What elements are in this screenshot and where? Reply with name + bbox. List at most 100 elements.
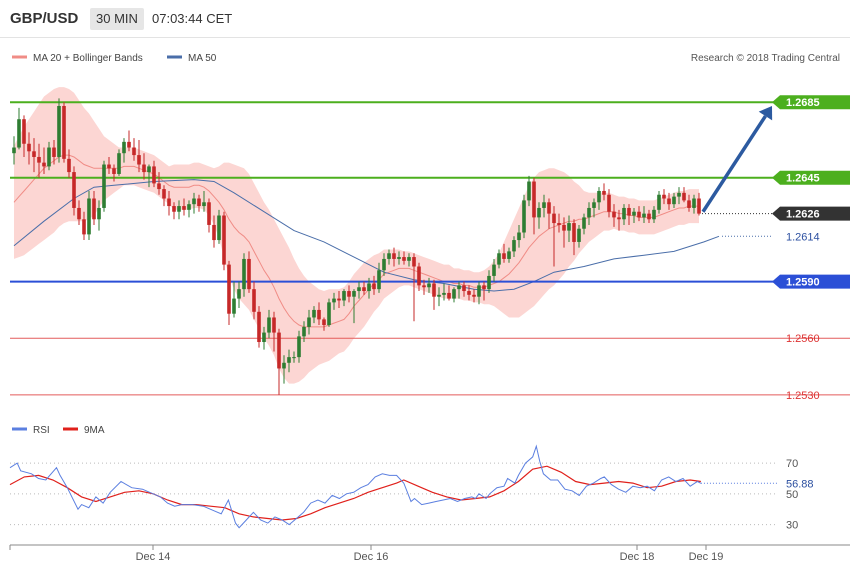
- candle-body: [627, 207, 631, 216]
- candle-body: [427, 283, 431, 288]
- rsi-tick-label: 70: [786, 458, 798, 470]
- candle-body: [27, 143, 31, 152]
- candle-body: [612, 211, 616, 218]
- candle-body: [142, 164, 146, 173]
- rsi-panel: 30 50 70 56.88: [9, 444, 814, 532]
- candle-body: [52, 147, 56, 157]
- candle-body: [242, 258, 246, 290]
- candle-body: [282, 362, 286, 369]
- candle-body: [67, 158, 71, 173]
- candle-body: [292, 357, 296, 359]
- candle-body: [32, 151, 36, 157]
- candle-body: [657, 194, 661, 210]
- candle-body: [662, 194, 666, 199]
- candle-body: [452, 289, 456, 299]
- candle-body: [357, 287, 361, 292]
- candle-body: [232, 298, 236, 314]
- candle-body: [437, 294, 441, 297]
- candle-body: [287, 357, 291, 363]
- candle-body: [562, 224, 566, 231]
- last-price-label: 1.2626: [786, 209, 820, 221]
- candle-body: [157, 183, 161, 190]
- chart-header: GBP/USD 30 MIN 07:03:44 CET: [0, 0, 850, 38]
- candle-body: [587, 207, 591, 218]
- price-panel: 1.2685 1.2645 1.2590 1.2560 1.2530 1.2626 1.26…: [10, 87, 850, 402]
- pivot-level-label: 1.2590: [786, 277, 820, 289]
- rsi-last-value: 56.88: [786, 478, 814, 490]
- time-label: 07:03:44 CET: [152, 11, 233, 26]
- bollinger-band: [14, 87, 699, 384]
- candle-body: [647, 213, 651, 220]
- candle-body: [272, 317, 276, 333]
- candle-body: [582, 217, 586, 229]
- candle-body: [42, 162, 46, 167]
- candle-body: [397, 257, 401, 259]
- candle-body: [257, 311, 261, 343]
- candle-body: [127, 141, 131, 148]
- candle-body: [527, 181, 531, 201]
- candle-body: [542, 202, 546, 208]
- rsi-ma9-line: [9, 465, 701, 521]
- candle-body: [472, 294, 476, 297]
- candle-body: [677, 192, 681, 197]
- candle-body: [447, 292, 451, 299]
- candle-body: [642, 213, 646, 218]
- forecast-arrow-head: [758, 105, 773, 121]
- candle-body: [92, 198, 96, 220]
- rsi-line: [9, 444, 702, 529]
- candle-body: [407, 257, 411, 261]
- candle-body: [672, 196, 676, 205]
- candle-body: [607, 194, 611, 212]
- rsi-tick-label: 50: [786, 489, 798, 501]
- candle-body: [532, 181, 536, 218]
- candle-body: [82, 219, 86, 235]
- candle-body: [687, 200, 691, 208]
- candle-body: [682, 192, 686, 201]
- candle-body: [307, 317, 311, 327]
- candle-body: [697, 198, 701, 214]
- candle-body: [572, 223, 576, 242]
- candle-body: [692, 198, 696, 208]
- ma9-legend-label: 9MA: [84, 425, 105, 436]
- ma50-price-label: 1.2614: [786, 231, 820, 243]
- candle-body: [622, 207, 626, 220]
- candle-body: [132, 147, 136, 156]
- candle-body: [632, 211, 636, 216]
- candle-body: [197, 198, 201, 207]
- timeframe-selector[interactable]: 30 MIN: [90, 8, 144, 30]
- candle-body: [227, 264, 231, 314]
- candle-body: [347, 291, 351, 297]
- time-axis-label: Dec 16: [354, 551, 389, 563]
- candle-body: [12, 147, 16, 154]
- candle-body: [432, 283, 436, 297]
- candle-body: [462, 285, 466, 292]
- candle-body: [122, 141, 126, 154]
- resistance-level-tag: [772, 170, 850, 185]
- candle-body: [352, 291, 356, 297]
- candle-body: [602, 190, 606, 195]
- rsi-legend: RSI 9MA: [12, 425, 105, 436]
- candle-body: [177, 206, 181, 212]
- support-level-label: 1.2530: [786, 390, 820, 402]
- candle-body: [317, 309, 321, 320]
- resistance-level-tag: [772, 95, 850, 110]
- candle-body: [497, 253, 501, 265]
- candle-body: [147, 166, 151, 173]
- candle-body: [22, 119, 26, 144]
- candle-body: [37, 156, 41, 163]
- candle-body: [262, 332, 266, 343]
- candle-body: [382, 258, 386, 271]
- candle-body: [187, 204, 191, 210]
- candle-body: [167, 198, 171, 207]
- header-divider: [0, 37, 850, 38]
- candle-body: [652, 209, 656, 220]
- bollinger-legend-label: MA 20 + Bollinger Bands: [33, 53, 143, 64]
- candle-body: [182, 206, 186, 210]
- candle-body: [202, 202, 206, 207]
- candle-body: [327, 302, 331, 326]
- pivot-level-tag: [772, 274, 850, 289]
- candle-body: [377, 270, 381, 290]
- candle-body: [302, 326, 306, 337]
- candle-body: [422, 285, 426, 288]
